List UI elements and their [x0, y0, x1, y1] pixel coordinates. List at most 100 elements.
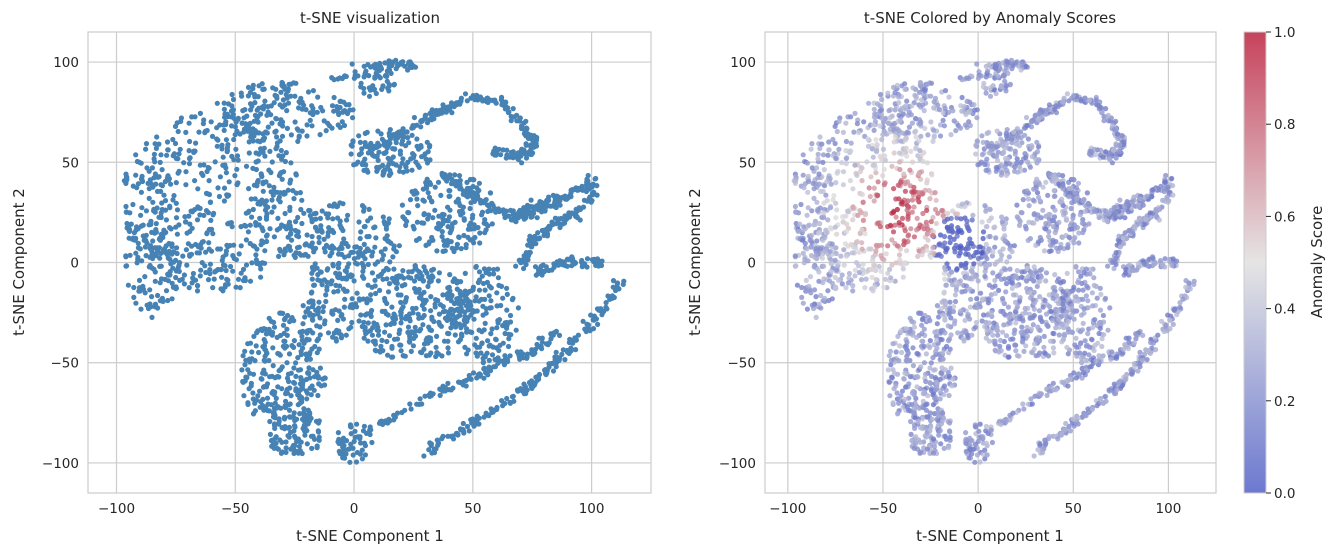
- right-point: [984, 312, 990, 318]
- right-point: [1030, 297, 1036, 303]
- right-point: [1069, 312, 1075, 318]
- right-point: [1040, 184, 1046, 190]
- right-point: [889, 262, 895, 268]
- right-point: [869, 274, 875, 280]
- left-point: [535, 230, 541, 236]
- right-point: [910, 363, 917, 369]
- left-point: [575, 332, 582, 338]
- left-point: [445, 345, 451, 351]
- left-point: [295, 355, 301, 361]
- left-point: [558, 261, 565, 267]
- left-point: [430, 215, 436, 221]
- left-point: [126, 228, 133, 234]
- left-point: [292, 119, 298, 125]
- left-point: [528, 149, 534, 155]
- left-point: [445, 330, 451, 336]
- right-point: [991, 225, 997, 231]
- right-point: [900, 274, 906, 280]
- right-point: [820, 159, 826, 165]
- right-point: [928, 80, 935, 86]
- left-point: [399, 141, 405, 147]
- left-point: [318, 383, 324, 389]
- left-point: [223, 248, 229, 254]
- right-point: [866, 185, 872, 191]
- left-point: [243, 262, 250, 268]
- right-point: [921, 150, 927, 156]
- right-point: [932, 387, 939, 393]
- left-point: [307, 410, 313, 416]
- left-point: [551, 203, 557, 209]
- left-point: [421, 220, 427, 226]
- left-point: [542, 371, 549, 377]
- right-point: [951, 236, 957, 242]
- left-point: [454, 199, 460, 205]
- left-point: [207, 271, 213, 277]
- right-point: [944, 224, 950, 230]
- left-point: [484, 350, 490, 356]
- left-point: [365, 261, 371, 268]
- right-point: [897, 343, 903, 349]
- right-point: [958, 216, 964, 222]
- right-point: [982, 253, 988, 259]
- right-point: [906, 204, 912, 210]
- right-point: [1064, 309, 1070, 315]
- left-point: [463, 383, 469, 389]
- left-point: [294, 245, 301, 251]
- right-point: [1068, 205, 1074, 212]
- left-point: [394, 410, 401, 416]
- right-point: [1059, 234, 1065, 240]
- left-point: [498, 97, 504, 103]
- left-point: [363, 430, 370, 436]
- left-point: [330, 263, 336, 269]
- left-point: [473, 263, 479, 270]
- right-point: [835, 151, 841, 157]
- left-point: [303, 388, 309, 394]
- left-point: [442, 308, 448, 314]
- right-point: [990, 249, 996, 255]
- left-point: [340, 109, 346, 115]
- right-point: [971, 253, 977, 259]
- left-point: [187, 138, 193, 145]
- left-point: [450, 312, 456, 318]
- right-plot-title: t-SNE Colored by Anomaly Scores: [864, 9, 1116, 27]
- right-point: [915, 374, 921, 380]
- left-point: [315, 311, 321, 317]
- right-point: [990, 332, 996, 338]
- left-point: [304, 428, 310, 434]
- left-point: [268, 402, 274, 408]
- left-point: [155, 292, 161, 299]
- right-point: [955, 211, 961, 217]
- right-point: [1086, 221, 1092, 227]
- left-point: [367, 427, 373, 433]
- right-point: [822, 248, 828, 254]
- left-point: [301, 413, 307, 419]
- left-point: [321, 321, 328, 327]
- left-point: [215, 246, 221, 252]
- left-point: [418, 119, 424, 125]
- right-point: [905, 216, 911, 222]
- left-point: [311, 374, 318, 380]
- right-point: [1019, 274, 1025, 280]
- right-point: [919, 322, 925, 328]
- left-point: [167, 205, 173, 211]
- left-plot-title: t-SNE visualization: [300, 9, 440, 27]
- left-point: [351, 278, 357, 284]
- left-point: [449, 245, 455, 251]
- left-point: [436, 270, 442, 276]
- left-point: [362, 156, 368, 162]
- right-point: [950, 108, 956, 114]
- right-point: [988, 292, 995, 298]
- left-point: [452, 316, 458, 322]
- right-point: [1058, 199, 1064, 205]
- left-point: [283, 343, 290, 349]
- left-point: [342, 296, 348, 302]
- left-point: [255, 138, 261, 144]
- left-point: [208, 119, 214, 125]
- left-point: [162, 179, 168, 185]
- left-point: [158, 263, 164, 269]
- left-point: [335, 430, 341, 436]
- left-point: [381, 142, 388, 148]
- left-point: [298, 348, 304, 355]
- left-point: [224, 111, 230, 117]
- left-point: [391, 266, 397, 272]
